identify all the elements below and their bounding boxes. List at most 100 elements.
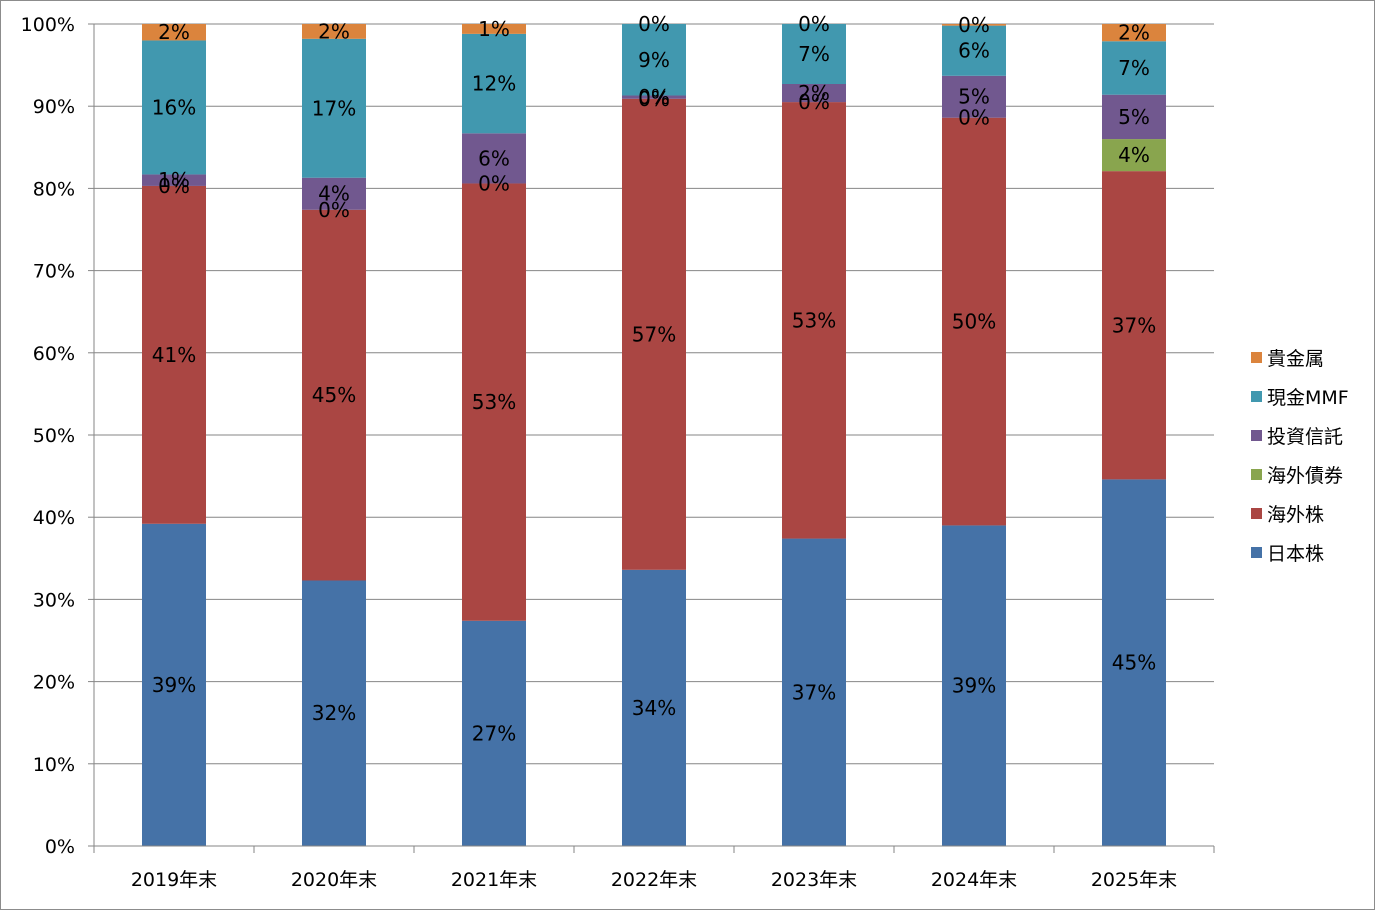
data-label: 0%	[638, 85, 670, 109]
bar-segment	[462, 133, 526, 184]
y-tick-label: 40%	[33, 507, 75, 529]
legend-label: 貴金属	[1267, 348, 1324, 370]
bar-segment	[942, 24, 1006, 26]
bar-segment	[302, 580, 366, 846]
data-label: 12%	[472, 72, 516, 96]
x-tick-label: 2023年末	[771, 869, 857, 891]
y-tick-label: 50%	[33, 425, 75, 447]
x-tick-label: 2024年末	[931, 869, 1017, 891]
data-label: 2%	[1118, 21, 1150, 45]
bar-segment	[1102, 139, 1166, 172]
data-label: 45%	[1112, 651, 1156, 675]
legend-label: 海外債券	[1267, 465, 1343, 487]
data-label: 5%	[1118, 105, 1150, 129]
bar-segment	[1102, 24, 1166, 42]
bar-segment	[782, 24, 846, 85]
bar-segment	[142, 24, 206, 41]
data-label: 1%	[478, 17, 510, 41]
data-label: 16%	[152, 95, 196, 119]
data-label: 34%	[632, 696, 676, 720]
bar-segment	[942, 75, 1006, 118]
data-label: 2%	[798, 81, 830, 105]
y-tick-label: 90%	[33, 96, 75, 118]
x-tick-label: 2025年末	[1091, 869, 1177, 891]
data-label: 32%	[312, 701, 356, 725]
data-label: 7%	[798, 42, 830, 66]
data-label: 1%	[158, 168, 190, 192]
bar-segment	[462, 24, 526, 34]
bar-segment	[462, 620, 526, 846]
bars	[142, 24, 1166, 846]
bar-segment	[1102, 479, 1166, 846]
bar-segment	[1102, 171, 1166, 480]
bar-segment	[302, 24, 366, 39]
data-label: 0%	[318, 198, 350, 222]
bar-segment	[782, 84, 846, 103]
y-tick-label: 70%	[33, 261, 75, 283]
bar-segment	[1102, 94, 1166, 140]
data-label: 37%	[792, 680, 836, 704]
legend-label: 海外株	[1267, 504, 1324, 526]
bar-segment	[942, 525, 1006, 846]
bar-segment	[942, 25, 1006, 76]
bar-segment	[302, 38, 366, 178]
data-label: 39%	[152, 673, 196, 697]
data-label: 0%	[158, 174, 190, 198]
data-label: 0%	[798, 12, 830, 36]
legend-label: 日本株	[1267, 543, 1324, 565]
y-tick-label: 100%	[21, 14, 75, 36]
x-tick-label: 2021年末	[451, 869, 537, 891]
data-label: 45%	[312, 383, 356, 407]
data-label: 6%	[958, 39, 990, 63]
data-label: 0%	[958, 13, 990, 37]
data-label: 9%	[638, 48, 670, 72]
x-tick-label: 2019年末	[131, 869, 217, 891]
data-label: 0%	[798, 90, 830, 114]
data-label: 50%	[952, 310, 996, 334]
x-tick-label: 2022年末	[611, 869, 697, 891]
data-label: 0%	[958, 106, 990, 130]
data-label: 41%	[152, 343, 196, 367]
y-tick-label: 0%	[45, 836, 75, 858]
legend-label: 投資信託	[1267, 426, 1343, 448]
y-tick-label: 60%	[33, 343, 75, 365]
data-label: 39%	[952, 674, 996, 698]
bar-segment	[142, 174, 206, 186]
bar-segment	[782, 538, 846, 846]
bar-segment	[142, 40, 206, 175]
y-tick-label: 80%	[33, 178, 75, 200]
bar-segment	[302, 209, 366, 581]
bar-segment	[462, 33, 526, 134]
bar-segment	[622, 24, 686, 96]
data-label: 27%	[472, 721, 516, 745]
axes: 0% 10% 20% 30% 40% 50% 60% 70% 80% 90% 100% 2019年末 2…	[21, 14, 1215, 891]
data-label: 7%	[1118, 56, 1150, 80]
legend-swatch	[1251, 508, 1262, 519]
bar-segment	[142, 185, 206, 524]
data-labels: 39% 41% 1% 16% 2% 32% 45% 4% 17% 2% 27% 53% 6% 12% 1% 3…	[152, 12, 1156, 745]
data-label: 2%	[158, 20, 190, 44]
data-label: 6%	[478, 146, 510, 170]
bar-segment	[462, 183, 526, 621]
legend-swatch	[1251, 469, 1262, 480]
data-label: 37%	[1112, 313, 1156, 337]
data-label: 2%	[318, 19, 350, 43]
bar-segment	[1102, 41, 1166, 95]
legend-swatch	[1251, 391, 1262, 402]
bar-segment	[302, 177, 366, 210]
data-label: 53%	[472, 390, 516, 414]
data-label: 53%	[792, 308, 836, 332]
bar-segment	[622, 98, 686, 570]
bar-segment	[622, 95, 686, 99]
data-label: 0%	[638, 87, 670, 111]
data-label: 57%	[632, 322, 676, 346]
y-tick-label: 10%	[33, 754, 75, 776]
legend-swatch	[1251, 352, 1262, 363]
data-label: 4%	[318, 182, 350, 206]
legend-label: 現金MMF	[1267, 387, 1349, 409]
data-label: 0%	[478, 171, 510, 195]
x-tick-label: 2020年末	[291, 869, 377, 891]
